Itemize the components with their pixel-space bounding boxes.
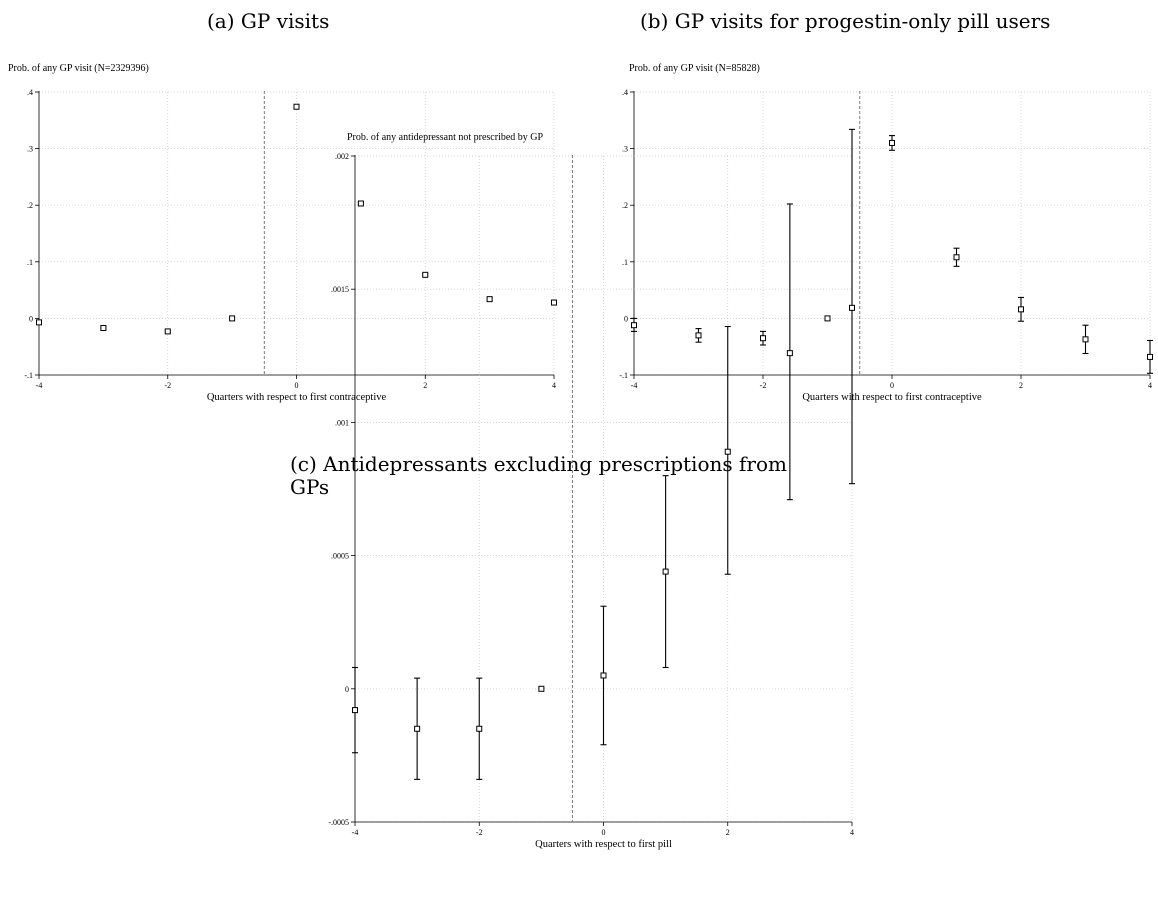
x-tick-label: -2 (760, 381, 767, 390)
data-point (824, 315, 831, 322)
data-point (724, 448, 731, 455)
x-tick-label: 2 (726, 828, 730, 837)
chart-panel-a: -.1 0 .1 .2 .3 .4 -4 -2 0 2 4 Prob. of any GP visit… (8, 63, 557, 403)
caption-c: (c) Antidepressants excluding prescripti… (290, 452, 787, 499)
data-point (164, 328, 171, 335)
data-point (1147, 353, 1153, 360)
x-tick-label: -4 (352, 828, 359, 837)
y-tick-label: -.0005 (328, 818, 349, 827)
x-tick-label: 0 (890, 381, 894, 390)
caption-a: (a) GP visits (207, 9, 330, 33)
x-tick-label: 2 (423, 381, 427, 390)
y-tick-label: .3 (622, 145, 628, 154)
data-point (293, 103, 300, 110)
data-point (760, 335, 766, 342)
data-point (229, 315, 236, 322)
y-tick-label: 0 (624, 314, 628, 323)
chart-title: Prob. of any GP visit (N=85828) (629, 63, 760, 74)
data-point (551, 299, 557, 306)
y-tick-label: .4 (622, 88, 628, 97)
caption-b: (b) GP visits for progestin-only pill us… (640, 9, 1051, 33)
data-point (695, 332, 702, 339)
y-tick-label: 0 (345, 685, 349, 694)
x-tick-label: 4 (552, 381, 556, 390)
x-tick-label: -2 (476, 828, 483, 837)
data-point (889, 139, 895, 146)
y-tick-label: -.1 (619, 371, 628, 380)
y-tick-label: .2 (622, 201, 628, 210)
data-point (600, 672, 607, 679)
y-tick-label: .0015 (331, 285, 349, 294)
data-point (100, 325, 107, 332)
y-tick-label: 0 (29, 314, 33, 323)
data-point (357, 200, 364, 207)
data-point (422, 271, 429, 278)
x-tick-label: 4 (1148, 381, 1152, 390)
chart-title: Prob. of any GP visit (N=2329396) (8, 63, 149, 74)
y-tick-label: .0005 (331, 552, 349, 561)
y-tick-label: -.1 (24, 371, 33, 380)
y-tick-label: .3 (27, 145, 33, 154)
data-point (538, 685, 545, 692)
chart-panel-b: -.1 0 .1 .2 .3 .4 -4 -2 0 2 4 Prob. of any GP visit… (619, 63, 1153, 403)
data-point (953, 254, 960, 261)
x-tick-label: -4 (631, 381, 638, 390)
data-point (631, 322, 637, 329)
y-tick-label: .1 (622, 258, 628, 267)
x-tick-label: 0 (295, 381, 299, 390)
y-tick-label: .1 (27, 258, 33, 267)
data-point (786, 350, 793, 357)
y-tick-label: .4 (27, 88, 33, 97)
data-point (476, 725, 483, 732)
x-tick-label: 4 (850, 828, 854, 837)
data-point (662, 568, 669, 575)
data-point (849, 304, 855, 311)
x-tick-label: -4 (36, 381, 43, 390)
x-tick-label: 2 (1019, 381, 1023, 390)
data-point (352, 707, 358, 714)
data-point (1018, 306, 1024, 313)
x-axis-label: Quarters with respect to first contracep… (802, 392, 982, 403)
data-point (1082, 336, 1089, 343)
x-axis-label: Quarters with respect to first contracep… (207, 392, 387, 403)
x-axis-label: Quarters with respect to first pill (535, 839, 672, 850)
y-tick-label: .001 (335, 418, 349, 427)
chart-title: Prob. of any antidepressant not prescrib… (347, 132, 544, 143)
data-point (36, 319, 42, 326)
chart-panel-c: -.0005 0 .0005 .001 .0015 .002 -4 -2 0 2 4 Prob. of… (328, 128, 855, 850)
data-point (486, 296, 493, 303)
x-tick-label: 0 (602, 828, 606, 837)
x-tick-label: -2 (164, 381, 171, 390)
y-tick-label: .2 (27, 201, 33, 210)
y-tick-label: .002 (335, 152, 349, 161)
data-point (414, 725, 421, 732)
